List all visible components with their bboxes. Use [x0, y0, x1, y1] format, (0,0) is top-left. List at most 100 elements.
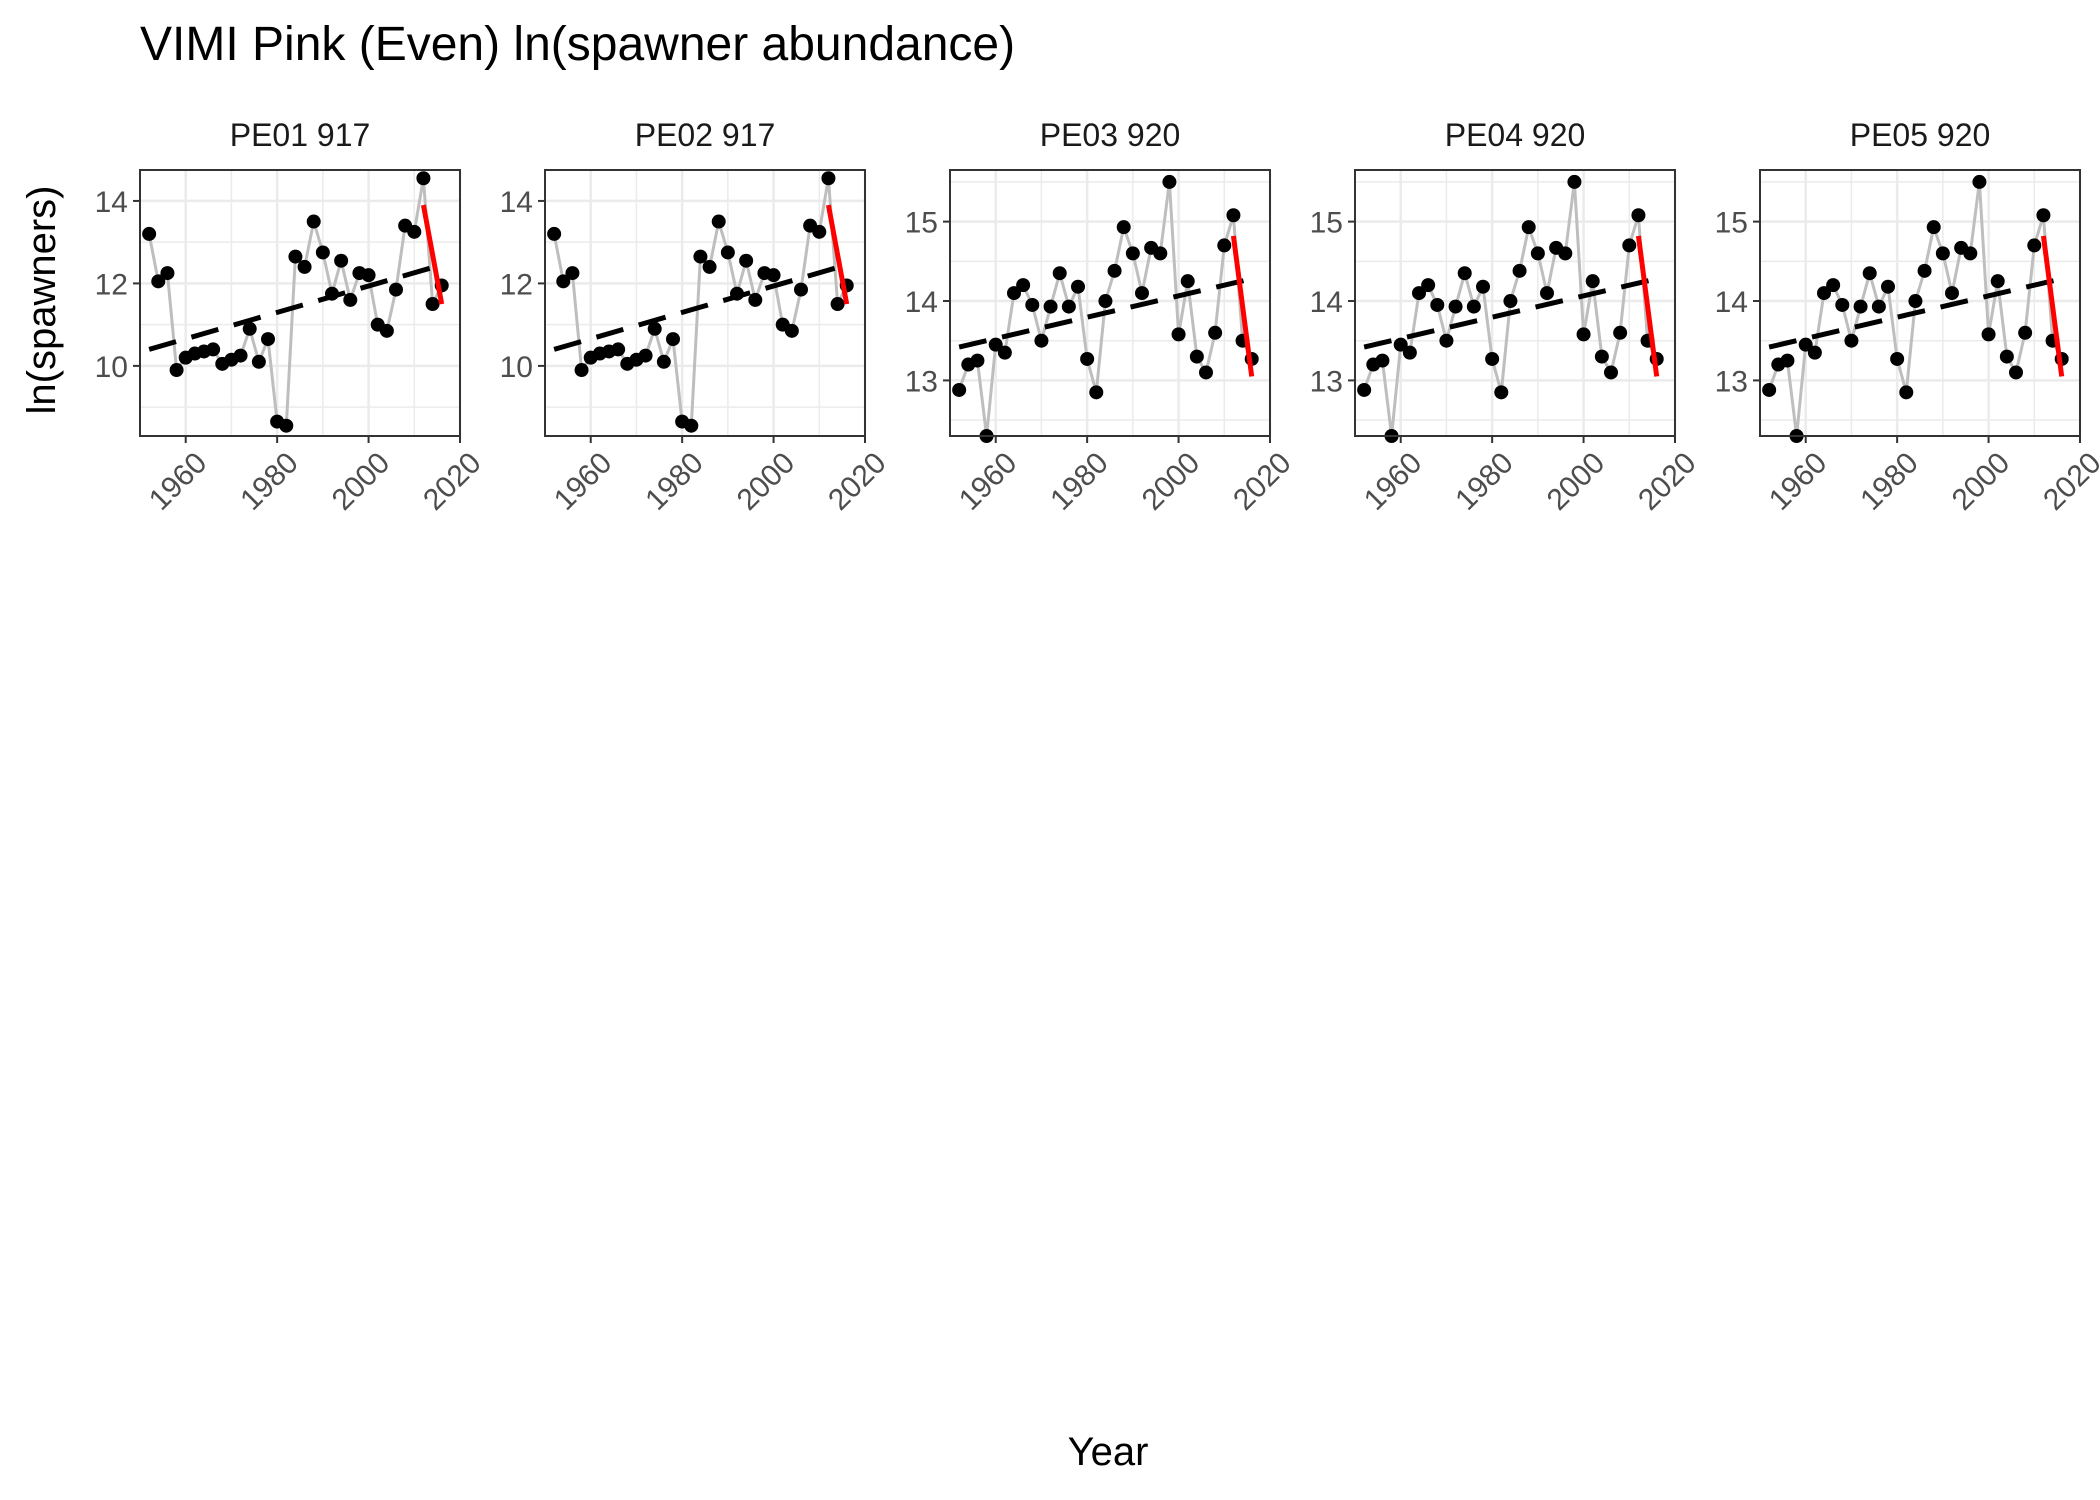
- data-point: [1080, 351, 1095, 366]
- data-point: [821, 171, 836, 186]
- data-point: [1180, 274, 1195, 289]
- long-term-trend-line: [553, 262, 848, 352]
- data-point: [407, 224, 422, 239]
- data-point: [1798, 337, 1813, 352]
- data-point: [1439, 333, 1454, 348]
- data-point: [1762, 382, 1777, 397]
- data-point: [251, 354, 266, 369]
- y-tick-label: 13: [1310, 365, 1343, 398]
- long-term-trend-line: [148, 262, 443, 352]
- data-point: [720, 245, 735, 260]
- data-point: [2027, 238, 2042, 253]
- data-point: [1530, 246, 1545, 261]
- data-point: [206, 342, 221, 357]
- data-point: [656, 354, 671, 369]
- panel-5: PE05 920 13 14 15 1960 1980 2000 2020: [1715, 117, 2100, 517]
- y-tick-label: 14: [95, 186, 128, 219]
- y-tick-label: 15: [905, 207, 938, 240]
- facet-strip-label: PE05 920: [1850, 117, 1991, 153]
- data-point: [1116, 220, 1131, 235]
- data-point: [2036, 208, 2051, 223]
- data-point: [389, 282, 403, 297]
- data-point: [739, 253, 754, 268]
- data-point: [1558, 246, 1573, 261]
- y-tick-label: 10: [500, 351, 533, 384]
- data-point: [1945, 286, 1959, 301]
- y-tick-label: 14: [1715, 286, 1748, 319]
- recent-trend-line: [420, 204, 445, 305]
- data-point: [334, 253, 349, 268]
- x-tick-label: 1980: [1854, 446, 1925, 517]
- data-point: [416, 171, 431, 186]
- data-point: [169, 363, 184, 378]
- facet-strip-label: PE01 917: [230, 117, 371, 153]
- data-point: [565, 266, 580, 281]
- data-point: [1917, 263, 1932, 278]
- data-point: [1402, 345, 1417, 360]
- y-tick-label: 10: [95, 351, 128, 384]
- data-point: [1881, 279, 1895, 294]
- series-line: [957, 181, 1254, 437]
- data-point: [1430, 297, 1445, 312]
- data-point: [1162, 174, 1177, 189]
- data-point: [1576, 327, 1591, 342]
- recent-trend-line: [1230, 235, 1255, 377]
- y-tick-label: 12: [95, 268, 128, 301]
- y-tick-label: 12: [500, 268, 533, 301]
- facet-panels: PE01 917 10 12 14 1960 1980 2000 2020 PE02 917 10…: [95, 117, 2100, 517]
- data-point: [1594, 349, 1609, 364]
- data-point: [288, 249, 303, 264]
- data-point: [1844, 333, 1859, 348]
- data-point: [1485, 351, 1500, 366]
- data-point: [1890, 351, 1905, 366]
- data-point: [425, 297, 440, 312]
- data-point: [315, 245, 330, 260]
- x-tick-label: 2000: [1946, 446, 2017, 517]
- panel-border: [139, 169, 461, 437]
- data-point: [1585, 274, 1600, 289]
- data-point: [794, 282, 808, 297]
- data-point: [1089, 385, 1104, 400]
- data-point: [1189, 349, 1204, 364]
- data-point: [812, 224, 827, 239]
- x-tick-label: 1960: [143, 446, 214, 517]
- panel-border: [544, 169, 866, 437]
- data-point: [693, 249, 708, 264]
- data-point: [1357, 382, 1372, 397]
- data-point: [1622, 238, 1637, 253]
- recent-trend-line: [1635, 235, 1660, 377]
- panel-border: [1354, 169, 1676, 437]
- data-point: [1604, 365, 1618, 380]
- x-axis-title: Year: [1068, 1430, 1149, 1474]
- panel-border: [949, 169, 1271, 437]
- data-point: [1476, 279, 1490, 294]
- data-point: [242, 321, 257, 336]
- data-point: [151, 274, 166, 289]
- y-tick-label: 14: [500, 186, 533, 219]
- recent-trend-line: [2040, 235, 2065, 377]
- x-tick-label: 1980: [234, 446, 305, 517]
- data-point: [1871, 299, 1886, 314]
- data-point: [1935, 246, 1950, 261]
- facet-strip-label: PE02 917: [635, 117, 776, 153]
- data-point: [1421, 278, 1436, 293]
- data-point: [1226, 208, 1241, 223]
- y-tick-label: 14: [1310, 286, 1343, 319]
- series-line: [1767, 181, 2064, 437]
- data-point: [1098, 294, 1113, 309]
- data-point: [952, 382, 967, 397]
- x-tick-label: 2020: [417, 446, 488, 517]
- data-point: [730, 286, 744, 301]
- data-point: [711, 214, 726, 229]
- x-tick-label: 1960: [953, 446, 1024, 517]
- x-tick-label: 1960: [1763, 446, 1834, 517]
- data-point: [1512, 263, 1527, 278]
- data-point: [988, 337, 1003, 352]
- y-axis-title: ln(spawners): [20, 186, 64, 415]
- data-point: [1375, 353, 1390, 368]
- panel-4: PE04 920 13 14 15 1960 1980 2000 2020: [1310, 117, 1703, 517]
- x-tick-label: 2000: [1541, 446, 1612, 517]
- data-point: [1853, 299, 1868, 314]
- data-point: [1807, 345, 1822, 360]
- long-term-trend-line: [1768, 276, 2063, 350]
